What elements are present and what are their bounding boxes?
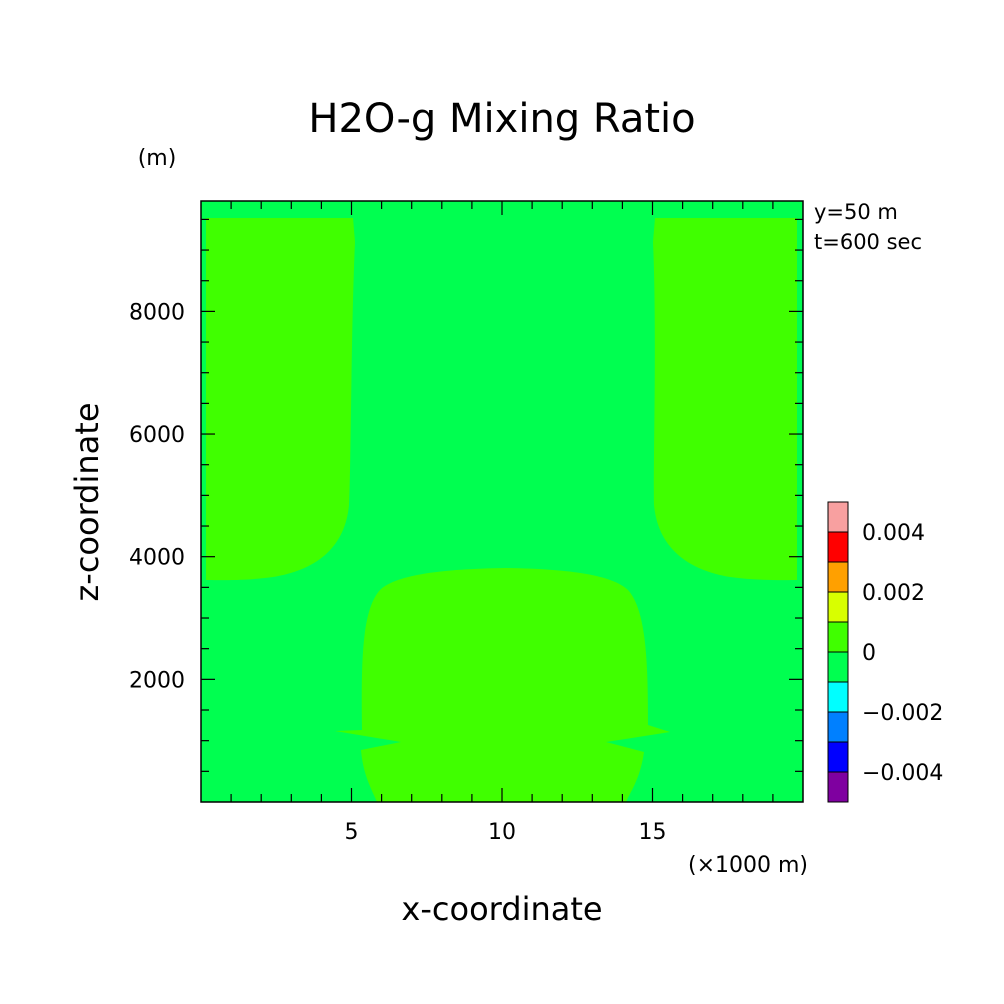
x-tick-label: 5 — [345, 820, 359, 845]
annotation-y: y=50 m — [814, 200, 898, 224]
y-tick-label: 8000 — [129, 300, 185, 325]
y-tick-label: 4000 — [129, 546, 185, 571]
region-center-lower — [335, 568, 670, 802]
colorbar-swatch — [827, 771, 849, 803]
colorbar-label: 0.004 — [862, 521, 925, 546]
colorbar-label: −0.004 — [862, 761, 943, 786]
colorbar-swatch — [827, 561, 849, 593]
region-right-upper — [653, 218, 797, 581]
annotation-t: t=600 sec — [814, 230, 922, 254]
x-tick-label: 15 — [639, 820, 667, 845]
colorbar-label: −0.002 — [862, 701, 943, 726]
y-tick-label: 2000 — [129, 668, 185, 693]
colorbar-swatch — [827, 681, 849, 713]
x-axis-title: x-coordinate — [401, 890, 602, 928]
colorbar-swatch — [827, 651, 849, 683]
colorbar-swatch — [827, 711, 849, 743]
region-left-upper — [206, 218, 355, 581]
colorbar-swatch — [827, 621, 849, 653]
plot-area: 5 10 15 2000 4000 6000 8000 — [129, 200, 804, 845]
colorbar-swatch — [827, 591, 849, 623]
y-unit-label: (m) — [138, 146, 177, 171]
colorbar-swatch — [827, 501, 849, 533]
y-tick-label: 6000 — [129, 423, 185, 448]
colorbar-swatch — [827, 741, 849, 773]
colorbar-swatch — [827, 531, 849, 563]
chart-title: H2O-g Mixing Ratio — [308, 96, 695, 142]
colorbar-label: 0.002 — [862, 581, 925, 606]
y-axis-title: z-coordinate — [68, 402, 106, 601]
colorbar-label: 0 — [862, 641, 876, 666]
x-unit-label: (×1000 m) — [688, 853, 808, 878]
x-tick-label: 10 — [488, 820, 516, 845]
colorbar: 0.004 0.002 0 −0.002 −0.004 — [827, 501, 943, 803]
